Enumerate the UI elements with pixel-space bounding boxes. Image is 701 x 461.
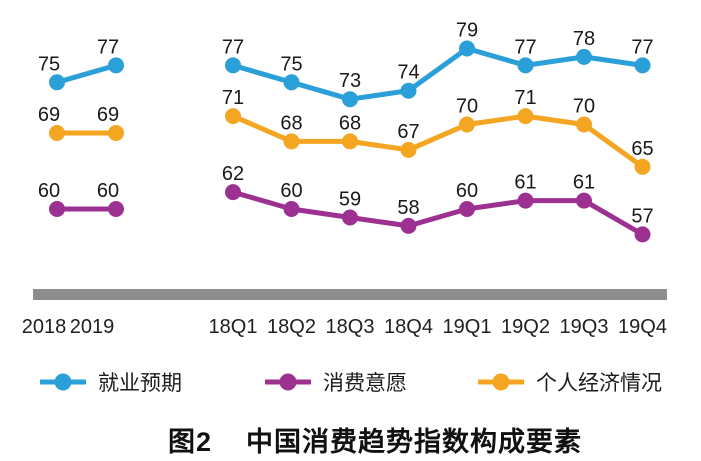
value-label: 65 (631, 138, 653, 160)
value-label: 74 (397, 62, 419, 84)
legend-item-2: 个人经济情况 (478, 368, 662, 396)
data-point-series0 (517, 57, 534, 74)
data-point-series0 (49, 74, 65, 91)
data-point-series0 (108, 57, 124, 74)
data-point-series2 (108, 125, 124, 141)
value-label: 77 (514, 36, 536, 58)
value-label: 57 (631, 205, 653, 227)
value-label: 62 (222, 163, 244, 185)
value-label: 77 (222, 36, 244, 58)
legend-dot (54, 373, 72, 391)
x-axis-bar (33, 289, 667, 300)
data-point-series0 (459, 40, 475, 57)
value-label: 75 (38, 53, 60, 75)
x-axis-label: 2018 (22, 316, 67, 338)
data-point-series2 (400, 141, 417, 158)
value-label: 70 (573, 96, 595, 118)
x-axis-label: 19Q4 (618, 316, 667, 338)
x-axis-label: 18Q2 (267, 316, 316, 338)
value-label: 79 (456, 20, 478, 42)
data-point-series2 (459, 116, 475, 133)
legend-item-0: 就业预期 (40, 368, 182, 396)
data-point-series1 (225, 184, 241, 201)
series-line-1-quarterly (230, 189, 645, 237)
series-line-0-quarterly (230, 46, 645, 102)
legend-label: 个人经济情况 (536, 372, 662, 395)
value-label: 70 (456, 96, 478, 118)
x-axis-label: 18Q1 (209, 316, 258, 338)
value-label: 77 (97, 36, 119, 58)
legend-dot (492, 373, 510, 391)
figure-label: 图2 (167, 427, 213, 457)
legend-label: 就业预期 (98, 372, 182, 395)
value-label: 69 (97, 104, 119, 126)
value-label: 71 (222, 87, 244, 109)
data-point-series1 (400, 217, 417, 234)
legend-label: 消费意愿 (323, 372, 407, 395)
value-label: 69 (38, 104, 60, 126)
data-point-series2 (634, 158, 651, 175)
x-axis-label: 19Q1 (443, 316, 492, 338)
data-point-series2 (576, 116, 592, 133)
value-label: 61 (514, 172, 536, 194)
x-axis-label: 2019 (70, 316, 115, 338)
value-label: 68 (339, 112, 361, 134)
data-point-series1 (634, 226, 651, 243)
value-label: 59 (339, 189, 361, 211)
value-label: 77 (631, 36, 653, 58)
data-point-series2 (342, 133, 358, 150)
data-point-series0 (634, 57, 651, 74)
data-point-series2 (283, 133, 300, 150)
chart-legend: 就业预期 消费意愿 个人经济情况 (0, 368, 701, 396)
data-point-series0 (342, 91, 358, 108)
value-label: 75 (280, 53, 302, 75)
value-label: 78 (573, 28, 595, 50)
value-label: 60 (456, 180, 478, 202)
data-point-series0 (576, 48, 592, 65)
value-label: 61 (573, 172, 595, 194)
data-point-series2 (225, 108, 241, 125)
value-label: 58 (397, 197, 419, 219)
x-axis-label: 19Q2 (501, 316, 550, 338)
data-point-series1 (108, 201, 124, 217)
x-axis-label: 18Q3 (326, 316, 375, 338)
figure-caption: 图2 中国消费趋势指数构成要素 (168, 420, 582, 459)
legend-dot (279, 373, 297, 391)
series-line-0-annual (54, 62, 119, 85)
data-point-series0 (283, 74, 300, 91)
data-point-series1 (576, 192, 592, 209)
x-axis-label: 18Q4 (384, 316, 433, 338)
value-label: 73 (339, 70, 361, 92)
data-point-series1 (517, 192, 534, 209)
series-line-2-quarterly (230, 113, 645, 170)
x-axis-label: 19Q3 (560, 316, 609, 338)
value-label: 60 (97, 180, 119, 202)
data-point-series2 (49, 125, 65, 141)
data-point-series1 (49, 201, 65, 217)
legend-marker-icon (265, 373, 311, 391)
data-point-series0 (400, 82, 417, 99)
data-point-series0 (225, 57, 241, 74)
figure-title: 中国消费趋势指数构成要素 (246, 427, 583, 457)
value-label: 71 (514, 87, 536, 109)
data-point-series1 (283, 201, 300, 217)
legend-item-1: 消费意愿 (265, 368, 407, 396)
data-point-series2 (517, 108, 534, 125)
value-label: 67 (397, 121, 419, 143)
data-point-series1 (459, 201, 475, 217)
legend-marker-icon (40, 373, 86, 391)
data-point-series1 (342, 209, 358, 226)
value-label: 68 (280, 112, 302, 134)
value-label: 60 (38, 180, 60, 202)
value-label: 60 (280, 180, 302, 202)
line-chart-canvas: 75 77 77 75 73 74 79 77 78 77 60 60 62 60 59 58 60 61 61 57… (22, 20, 667, 338)
legend-marker-icon (478, 373, 524, 391)
